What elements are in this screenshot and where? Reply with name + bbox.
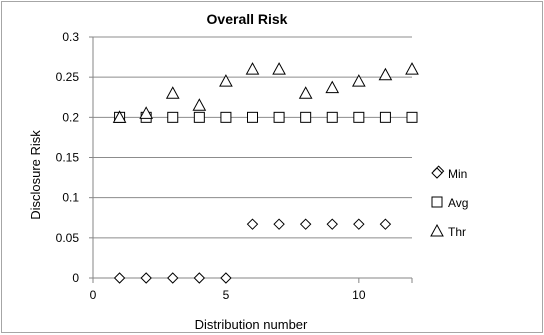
data-point-thr — [405, 62, 419, 75]
x-tick-label: 5 — [223, 288, 230, 302]
y-tick-label: 0.15 — [56, 151, 80, 165]
y-tick-label: 0.1 — [62, 191, 79, 205]
y-tick-label: 0.25 — [56, 70, 80, 84]
legend-label-avg: Avg — [448, 196, 468, 210]
data-point-min — [273, 218, 285, 230]
data-point-thr — [219, 74, 233, 87]
data-point-thr — [165, 86, 180, 99]
data-point-min — [167, 272, 179, 284]
x-tick-label: 10 — [352, 288, 366, 302]
data-point-thr — [325, 80, 340, 94]
data-point-min — [140, 272, 152, 284]
data-markers — [112, 62, 445, 284]
data-point-min — [326, 218, 338, 230]
data-point-min — [220, 272, 232, 284]
legend-label-min: Min — [448, 167, 467, 181]
legend: Min Avg Thr — [430, 167, 468, 239]
data-point-min — [379, 218, 392, 230]
data-point-min — [246, 218, 259, 230]
data-point-avg — [353, 111, 365, 123]
legend-marker-thr — [430, 223, 444, 237]
legend-marker-avg — [431, 196, 443, 208]
data-point-thr — [139, 106, 154, 119]
legend-label-thr: Thr — [448, 225, 466, 239]
data-point-avg — [406, 111, 418, 123]
data-point-thr — [272, 62, 286, 75]
data-point-min — [353, 218, 365, 230]
data-point-min — [193, 272, 206, 284]
data-point-avg — [247, 111, 258, 123]
data-point-avg — [379, 111, 391, 123]
data-point-thr — [192, 98, 207, 111]
x-axis-title: Distribution number — [195, 317, 308, 332]
y-tick-label: 0 — [72, 271, 79, 285]
data-point-avg — [220, 111, 232, 123]
y-tick-label: 0.05 — [56, 231, 80, 245]
data-point-min — [113, 272, 126, 284]
data-point-thr — [112, 110, 127, 123]
y-tick-label: 0.3 — [62, 30, 79, 44]
data-point-thr — [378, 67, 393, 81]
y-tick-label: 0.2 — [62, 110, 79, 124]
data-point-min — [299, 218, 312, 230]
y-axis-title: Disclosure Risk — [28, 130, 43, 220]
x-tick-label: 0 — [90, 288, 97, 302]
data-point-avg — [300, 111, 312, 123]
data-point-thr — [351, 74, 366, 87]
legend-marker-min — [431, 167, 443, 179]
data-point-avg — [273, 111, 285, 123]
data-point-avg — [167, 111, 179, 123]
data-point-avg — [193, 111, 205, 123]
data-point-thr — [298, 86, 313, 99]
tick-labels: 0 0.05 0.1 0.15 0.2 0.25 0.3 0 5 10 — [56, 30, 366, 302]
data-point-avg — [326, 111, 338, 123]
data-point-thr — [245, 62, 260, 75]
chart-title: Overall Risk — [207, 11, 288, 27]
